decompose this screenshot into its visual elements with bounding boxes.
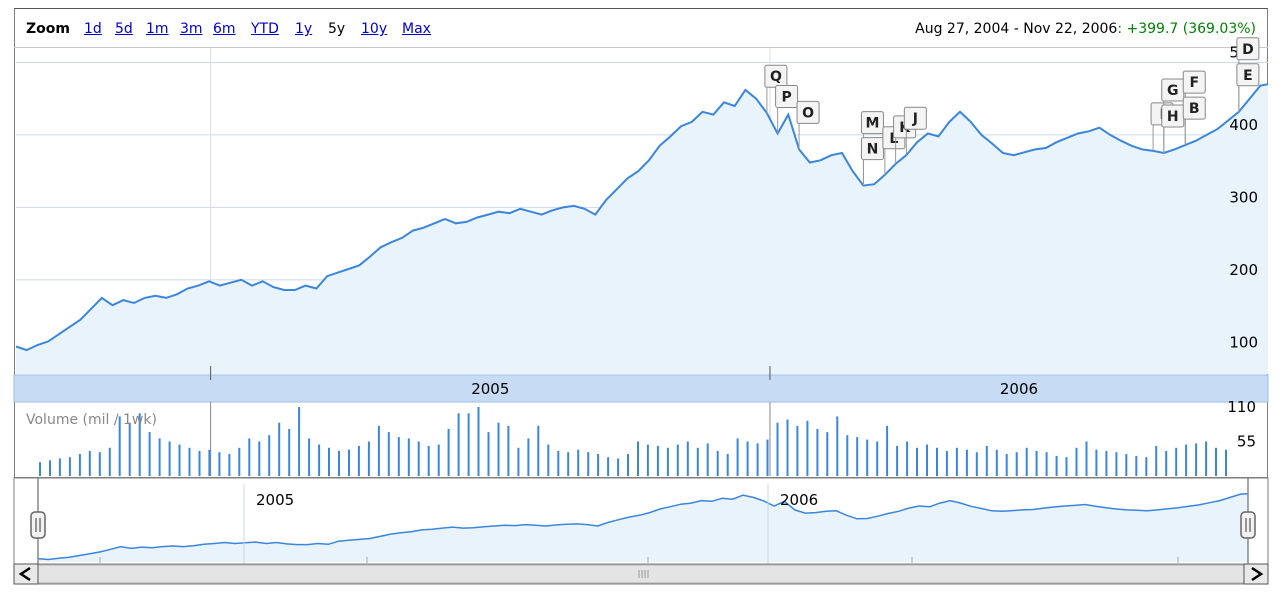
news-flag-B[interactable]: B [1182,96,1206,146]
zoom-10y[interactable]: 10y [361,21,388,37]
navigator-area [38,493,1248,562]
news-flag-O[interactable]: O [796,100,820,150]
left-handle[interactable] [30,478,46,566]
year-band [13,374,1269,403]
news-flag-label-M: M [865,116,879,132]
volume-tick-110: 110 [1227,398,1256,416]
y-tick-400: 400 [1229,116,1258,134]
price-area [16,84,1268,374]
price-change: +399.7 (369.03%) [1126,21,1256,37]
zoom-6m[interactable]: 6m [213,21,236,37]
news-flags: QPOMNLKJIGHFBDE [764,37,1260,186]
band-label-2006: 2006 [1000,380,1038,398]
navigator-label-2006: 2006 [780,491,818,509]
news-flag-label-E: E [1243,68,1253,84]
news-flag-label-D: D [1242,42,1254,58]
news-flag-label-P: P [781,89,791,105]
news-flag-label-Q: Q [770,69,782,85]
zoom-3m[interactable]: 3m [180,21,203,37]
y-tick-100: 100 [1229,333,1258,351]
navigator: 2005 2006 [13,477,1269,565]
arrow-right-icon [1251,566,1264,582]
zoom-1y[interactable]: 1y [295,21,313,37]
news-flag-label-O: O [802,105,814,121]
scrollbar-grip-icon [638,570,649,578]
news-flag-label-N: N [867,142,879,158]
news-flag-label-J: J [912,111,918,127]
zoom-max[interactable]: Max [402,21,431,37]
arrow-left-icon [18,566,31,582]
news-flag-label-B: B [1189,101,1200,117]
right-handle[interactable] [1240,478,1256,566]
scroll-right-button[interactable] [1243,563,1269,585]
news-flag-label-F: F [1189,75,1199,91]
navigator-line [37,493,1249,561]
scrollbar[interactable] [13,563,1269,585]
volume-label: Volume (mil / 1wk) [26,412,157,428]
news-flag-J[interactable]: J [903,106,927,156]
price-line [15,83,1269,352]
zoom-1d[interactable]: 1d [84,21,102,37]
date-range: Aug 27, 2004 - Nov 22, 2006 [915,21,1118,37]
news-flag-Q[interactable]: Q [764,64,788,114]
volume-y-ticks: 55 110 [1227,398,1256,451]
zoom-label: Zoom [26,21,70,37]
volume-bars [39,407,1227,476]
zoom-5d[interactable]: 5d [115,21,133,37]
date-range-summary: Aug 27, 2004 - Nov 22, 2006: +399.7 (369… [915,21,1256,37]
news-flag-P[interactable]: P [775,84,799,134]
navigator-label-2005: 2005 [256,491,294,509]
scroll-left-button[interactable] [13,563,39,585]
volume-tick-55: 55 [1237,433,1256,451]
news-flag-label-L: L [889,131,898,147]
band-label-2005: 2005 [471,380,509,398]
news-flag-E[interactable]: E [1236,63,1260,112]
zoom-5y[interactable]: 5y [328,21,346,37]
news-flag-H[interactable]: H [1161,104,1185,154]
zoom-1m[interactable]: 1m [146,21,169,37]
y-tick-300: 300 [1229,188,1258,206]
zoom-ytd[interactable]: YTD [251,21,279,37]
navigator-minor-ticks [99,557,1179,563]
news-flag-N[interactable]: N [860,137,884,186]
chart-header: Zoom 1d 5d 1m 3m 6m YTD 1y 5y 10y Max Au… [14,10,1268,48]
scrollbar-thumb[interactable] [37,564,1249,584]
news-flag-label-H: H [1167,109,1179,125]
change-prefix: : [1117,21,1123,37]
y-tick-200: 200 [1229,261,1258,279]
news-flag-label-G: G [1167,83,1179,99]
